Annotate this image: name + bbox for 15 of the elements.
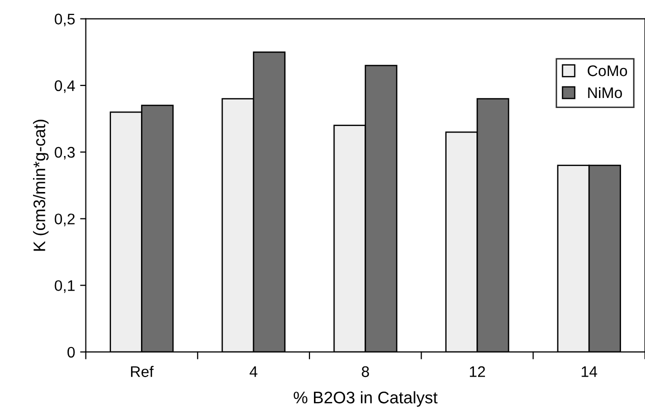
y-tick-label: 0,1: [54, 280, 75, 293]
x-tick-label: 4: [250, 366, 258, 377]
y-tick-label: 0,4: [54, 80, 75, 93]
x-tick-label: 8: [362, 366, 369, 378]
y-tick-label: 0: [67, 346, 75, 358]
legend-label: CoMo: [588, 65, 628, 76]
y-tick-label: 0,5: [54, 14, 75, 26]
x-axis-title: % B2O3 in Catalyst: [294, 391, 438, 407]
x-tick-label: 14: [582, 366, 598, 377]
x-tick-label: 12: [470, 366, 485, 377]
y-tick-label: 0,3: [54, 146, 75, 160]
legend-label: NiMo: [588, 86, 622, 98]
y-tick-label: 0,2: [54, 214, 75, 226]
x-tick-label: Ref: [131, 366, 154, 378]
y-axis-title: K (cm3/min*g-cat): [33, 120, 49, 251]
